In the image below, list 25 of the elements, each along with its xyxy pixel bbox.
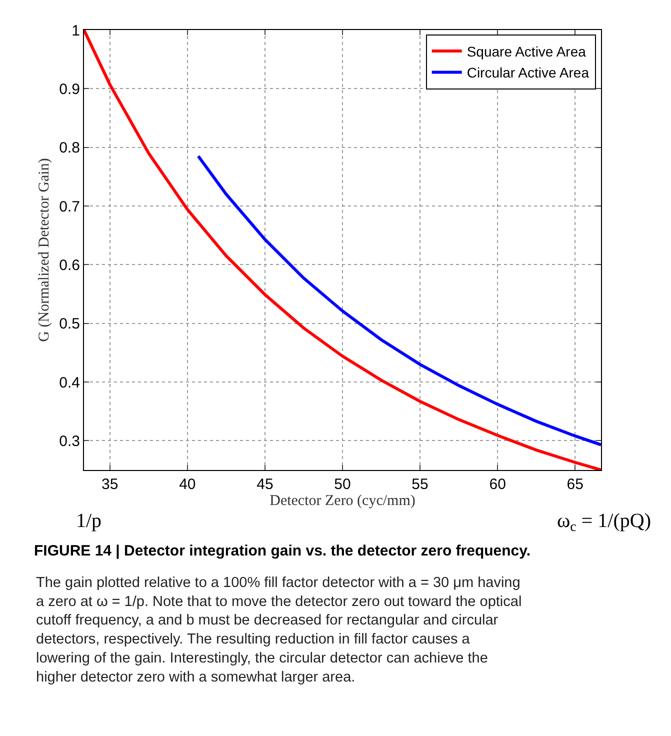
text: The gain plotted relative to a 100% fill factor detector with a = 30 μm having a zero at ω = 1/p. Note that to move the detector zero out toward the optical cutoff frequency, a and b must be decreased for rectangular and circular detectors, respectively. The resulting reduction in fill factor causes a lowering of the gain. Interestingly, the circular detector can achieve the higher detector zero with a somewhat larger area. [36,575,522,686]
y-tick-label: 0.7 [59,198,80,216]
x-axis-title: Detector Zero (cyc/mm) [270,493,416,509]
line-series [84,30,601,470]
y-tick-label: 0.8 [59,140,80,157]
text: 1/p [76,510,102,532]
x-tick-label: 40 [179,476,196,493]
y-tick-label: 0.5 [59,316,80,333]
x-tick-label: 50 [334,476,351,493]
x-tick-label: 35 [102,476,118,493]
x-tick-label: 60 [489,476,506,493]
y-tick-label: 0.6 [59,256,80,274]
x-tick-label: 55 [412,476,428,493]
text: FIGURE 14 | Detector integration gain vs. the detector zero frequency. [34,542,531,560]
text: ω$_{c}$ = 1/(pQ) [557,510,651,536]
y-tick-label: 1 [72,22,80,40]
y-tick-label: 0.4 [59,374,80,392]
x-tick-label: 65 [566,476,584,493]
y-tick-label: 0.9 [59,80,80,98]
y-axis-title: G (Normalized Detector Gain) [36,158,52,342]
line-series [196,154,601,446]
y-tick-label: 0.3 [59,432,80,450]
legend-label: Circular Active Area [466,64,590,81]
x-tick-label: 45 [256,476,274,493]
legend-label: Square Active Area [466,43,586,60]
